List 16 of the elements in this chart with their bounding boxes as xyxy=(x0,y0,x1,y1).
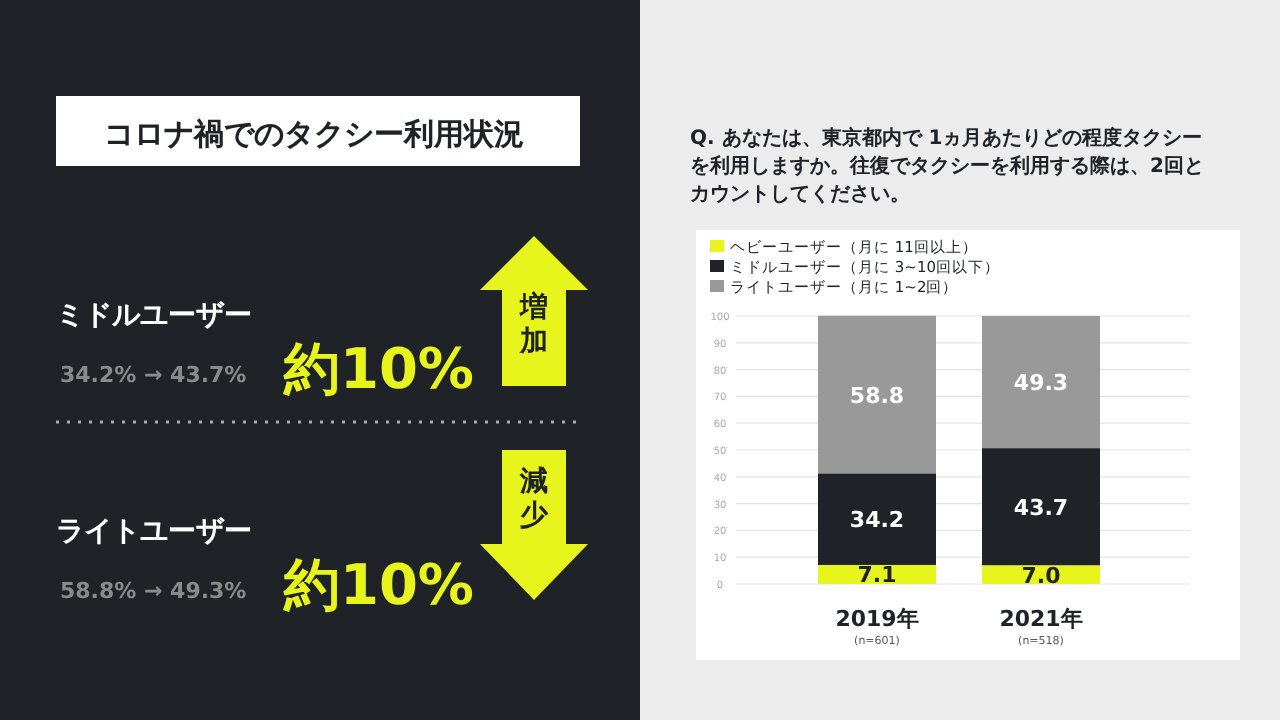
data-label: 43.7 xyxy=(1013,494,1069,521)
data-label: 7.1 xyxy=(857,562,897,589)
data-label: 58.8 xyxy=(849,382,905,409)
text: コロナ禍でのタクシー利用状況 xyxy=(104,116,524,152)
text: 58.8% → 49.3% xyxy=(60,578,247,604)
chart-title: Q. あなたは、東京都内で 1ヵ月あたりどの程度タクシーを利用しますか。往復でタクシーを利用する際は、2回とカウントしてください。 xyxy=(690,126,1204,206)
text: 約10% xyxy=(281,552,474,618)
text: 増加 xyxy=(518,290,548,358)
data-label: 49.3 xyxy=(1013,370,1069,397)
text: ミドルユーザー xyxy=(56,300,252,332)
text: ライトユーザー xyxy=(56,516,252,548)
data-label: 34.2 xyxy=(849,507,905,534)
data-label: 7.0 xyxy=(1021,562,1062,589)
text: 34.2% → 43.7% xyxy=(60,362,247,388)
text: 約10% xyxy=(281,336,474,402)
text: 減少 xyxy=(518,466,550,532)
